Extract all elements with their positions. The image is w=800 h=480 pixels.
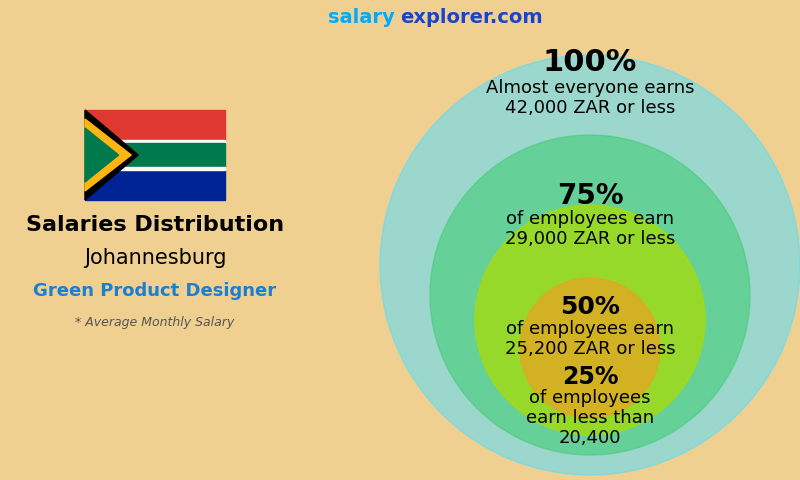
Text: of employees earn: of employees earn: [506, 210, 674, 228]
Polygon shape: [85, 128, 118, 182]
Text: salary: salary: [328, 8, 395, 27]
Circle shape: [475, 205, 705, 435]
Polygon shape: [85, 119, 131, 191]
Text: 42,000 ZAR or less: 42,000 ZAR or less: [505, 99, 675, 117]
Text: of employees: of employees: [530, 389, 650, 407]
Text: * Average Monthly Salary: * Average Monthly Salary: [75, 316, 234, 329]
Text: 25%: 25%: [562, 365, 618, 389]
Bar: [85, 144, 225, 167]
Text: 100%: 100%: [543, 48, 637, 77]
Circle shape: [430, 135, 750, 455]
Circle shape: [520, 278, 660, 418]
Bar: [85, 167, 225, 170]
Bar: [85, 110, 225, 140]
Text: 75%: 75%: [557, 182, 623, 210]
Text: Salaries Distribution: Salaries Distribution: [26, 215, 284, 235]
Text: Green Product Designer: Green Product Designer: [34, 282, 277, 300]
Text: 50%: 50%: [560, 295, 620, 319]
Polygon shape: [85, 110, 138, 200]
Text: 25,200 ZAR or less: 25,200 ZAR or less: [505, 340, 675, 359]
Text: explorer.com: explorer.com: [400, 8, 542, 27]
Text: of employees earn: of employees earn: [506, 320, 674, 338]
Circle shape: [380, 55, 800, 475]
Text: Johannesburg: Johannesburg: [84, 248, 226, 268]
Bar: [85, 170, 225, 200]
Bar: [85, 140, 225, 144]
Text: 20,400: 20,400: [558, 429, 622, 447]
Text: earn less than: earn less than: [526, 409, 654, 427]
Text: 29,000 ZAR or less: 29,000 ZAR or less: [505, 230, 675, 248]
Text: Almost everyone earns: Almost everyone earns: [486, 79, 694, 97]
